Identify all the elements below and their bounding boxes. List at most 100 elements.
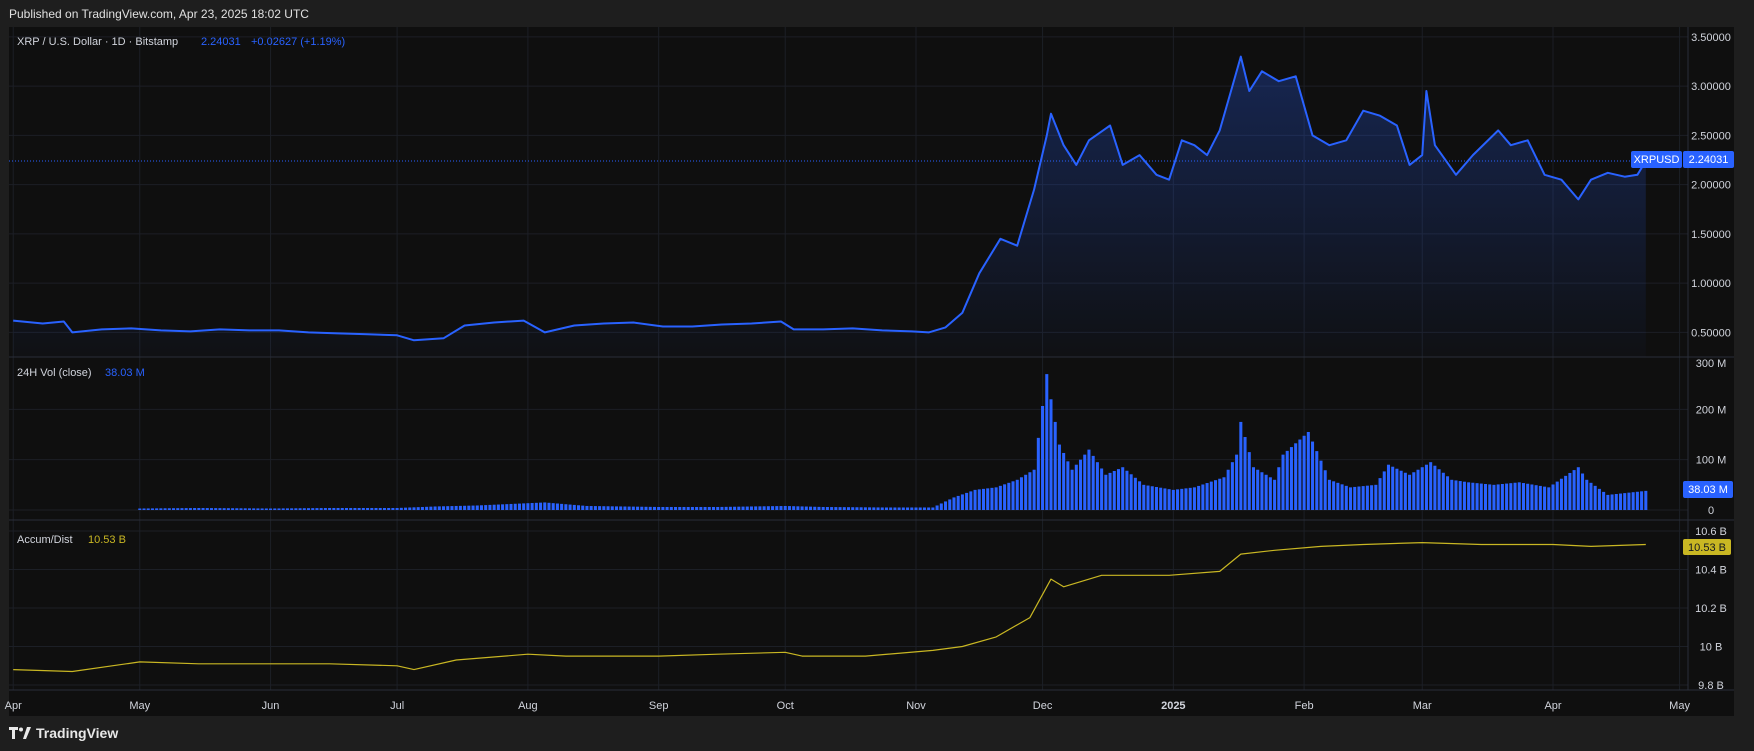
volume-bar [576,505,581,510]
volume-bar [551,503,555,510]
volume-bar [1323,470,1327,510]
volume-bar [1395,468,1399,510]
volume-bar [496,504,500,510]
volume-bar [1606,494,1610,510]
x-tick-label: Mar [1413,700,1432,712]
volume-bar [1302,435,1306,510]
volume-bar [1108,472,1112,510]
volume-bar [1192,487,1196,510]
volume-bar [260,508,264,510]
volume-bar [800,506,804,510]
accum-dist-pane[interactable] [13,542,1646,673]
price-line[interactable] [13,55,1647,342]
price-pane[interactable] [9,55,1688,357]
volume-bar [442,506,446,510]
volume-bar [539,502,543,510]
volume-bar [1437,469,1441,510]
volume-bar [674,506,678,510]
volume-bar [366,507,370,510]
volume-bar [412,507,416,510]
volume-bar [323,508,327,510]
ad-badge: 10.53 B [1683,539,1731,555]
volume-bar [231,508,235,510]
volume-bar [1458,481,1462,510]
volume-bar [180,508,184,510]
volume-bar [357,507,361,510]
volume-legend: 24H Vol (close) 38.03 M [17,367,145,379]
volume-bar [1268,477,1272,510]
volume-bar [1403,472,1407,510]
volume-bar [146,508,150,510]
volume-bar [585,505,589,510]
volume-bar [804,506,808,510]
volume-bar [353,507,357,510]
volume-bar [247,508,251,510]
volume-bar [273,508,277,510]
price-badge: 2.24031 [1683,151,1734,168]
axes: Apr May Jun Jul Aug Sep Oct Nov Dec 2025 Feb Mar Apr… [5,32,1731,712]
volume-bar [294,508,298,510]
volume-bar [176,508,180,510]
volume-bar [796,506,800,510]
volume-bar [623,506,627,510]
volume-bar [1319,460,1323,510]
volume-bar [142,508,146,510]
volume-bar [1074,464,1078,510]
volume-badge: 38.03 M [1683,481,1733,498]
volume-bar [1146,485,1150,510]
volume-bar [636,506,640,510]
volume-bar [399,507,403,510]
volume-bar [167,508,171,510]
volume-bar [969,491,973,510]
chart-area[interactable] [9,27,1734,716]
volume-bar [1496,484,1500,510]
price-change: +0.02627 (+1.19%) [251,36,345,48]
volume-bar [1614,494,1618,510]
volume-bar [830,507,834,510]
volume-bar [1121,467,1125,510]
accum-dist-line[interactable] [13,542,1646,673]
volume-value: 38.03 M [105,367,145,379]
volume-bar [1205,483,1209,510]
volume-bar [1163,488,1167,510]
volume-bar [1180,488,1184,510]
volume-bar [1289,447,1293,510]
y-tick-label: 10.4 B [1695,565,1727,577]
price-area-fill [13,56,1646,357]
volume-bar [1509,483,1513,510]
volume-bar [378,507,382,510]
volume-bar [1399,470,1403,510]
volume-bar [1479,483,1483,510]
volume-bar [986,488,990,510]
volume-bar [484,505,488,510]
volume-bar [1226,469,1230,510]
volume-bar [408,507,412,510]
volume-bar [1568,472,1572,510]
volume-pane[interactable] [138,374,1648,510]
tradingview-brand[interactable]: TradingView [9,724,118,742]
volume-bar [391,507,395,510]
volume-bar [754,506,758,510]
volume-bar [429,506,433,510]
volume-bar [1467,482,1471,510]
volume-bar [1277,467,1281,510]
volume-bar [1517,482,1521,510]
volume-bar [509,503,513,510]
volume-bar [779,506,783,510]
volume-bar [344,507,349,510]
volume-bar [235,508,239,510]
volume-bar [716,506,720,510]
volume-bar [695,506,699,510]
volume-bar [1627,492,1631,510]
volume-bar [193,508,197,510]
volume-bar [589,506,593,510]
volume-bar [319,508,323,510]
volume-bar [1572,470,1576,510]
volume-bar [855,507,859,510]
volume-bar [463,505,467,510]
volume-bar [522,503,526,510]
volume-bar [501,504,505,510]
ticker-badge-label: XRPUSD [1634,154,1680,166]
volume-bar [1150,486,1154,510]
